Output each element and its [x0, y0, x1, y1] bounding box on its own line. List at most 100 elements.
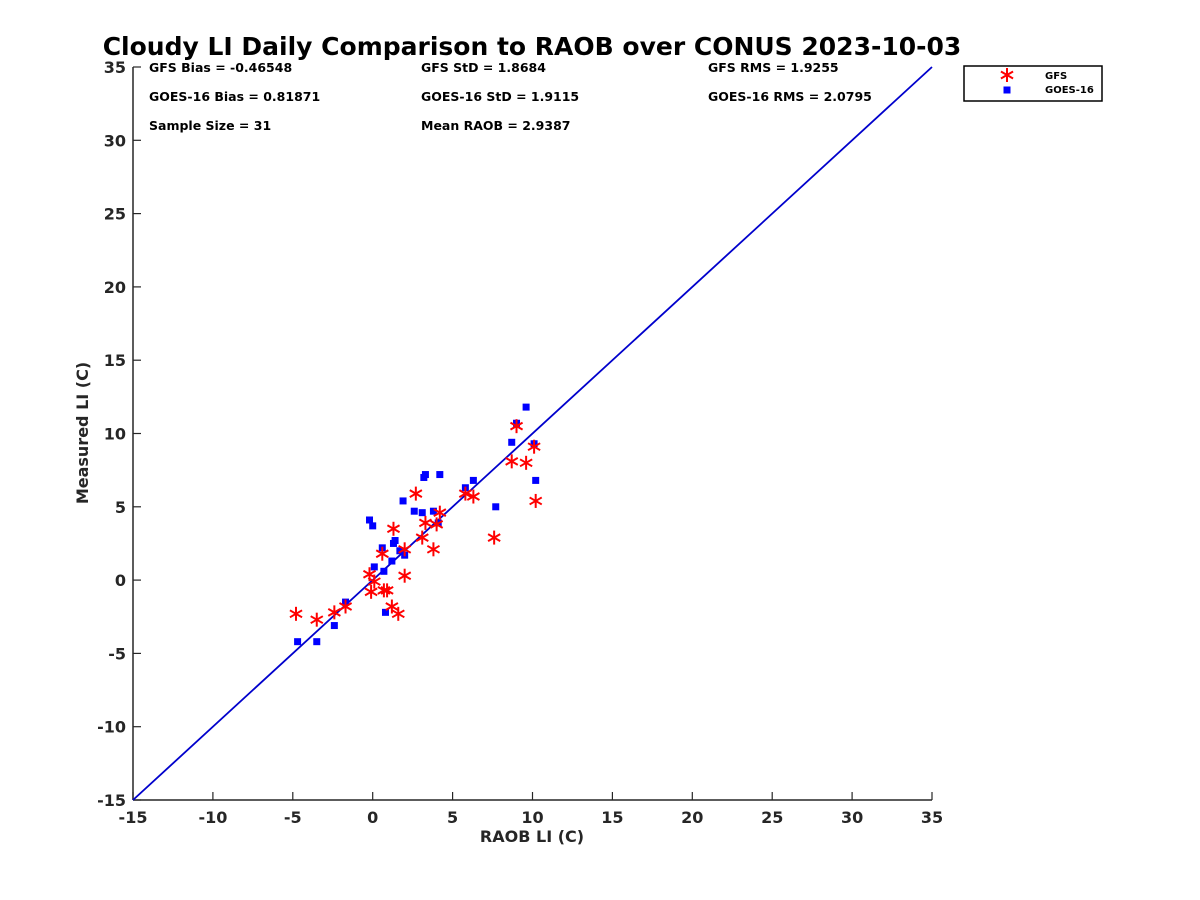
- gfs-point: [505, 454, 519, 469]
- asterisk-stroke: [398, 571, 412, 581]
- goes16-point: [532, 476, 540, 484]
- x-tick-label: -15: [119, 808, 148, 827]
- stat-text: GOES-16 RMS = 2.0795: [708, 89, 872, 104]
- goes16-point: [469, 476, 477, 484]
- asterisk-stroke: [398, 544, 412, 554]
- legend-goes16-marker: [1003, 86, 1011, 94]
- y-tick-label: 25: [104, 205, 126, 224]
- goes16-point: [508, 438, 516, 446]
- asterisk-stroke: [527, 442, 541, 452]
- x-tick-label: 30: [841, 808, 863, 827]
- chart-title: Cloudy LI Daily Comparison to RAOB over …: [103, 32, 962, 61]
- asterisk-stroke: [487, 533, 501, 542]
- asterisk-stroke: [367, 577, 381, 586]
- x-tick-label: 10: [521, 808, 543, 827]
- gfs-point: [398, 568, 412, 583]
- x-tick-label: 25: [761, 808, 783, 827]
- goes16-point: [330, 622, 338, 630]
- gfs-point: [418, 515, 432, 530]
- gfs-point: [433, 505, 447, 520]
- goes16-point: [410, 507, 418, 515]
- asterisk-stroke: [430, 520, 444, 529]
- stat-text: GOES-16 StD = 1.9115: [421, 89, 579, 104]
- asterisk-stroke: [458, 489, 472, 498]
- asterisk-stroke: [362, 569, 377, 579]
- gfs-point: [519, 455, 533, 470]
- goes16-point: [492, 503, 500, 511]
- gfs-point: [409, 486, 423, 501]
- x-tick-label: 0: [367, 808, 378, 827]
- asterisk-stroke: [386, 524, 401, 534]
- legend: GFS GOES-16: [963, 65, 1103, 102]
- asterisk-stroke: [505, 456, 519, 466]
- legend-gfs-label: GFS: [1045, 71, 1067, 82]
- y-tick-label: 15: [104, 351, 126, 370]
- asterisk-stroke: [375, 549, 389, 559]
- gfs-point: [398, 542, 412, 557]
- gfs-point: [386, 521, 401, 536]
- asterisk-stroke: [426, 544, 440, 554]
- goes16-point: [313, 638, 321, 646]
- asterisk-stroke: [529, 496, 543, 506]
- legend-goes16-label: GOES-16: [1045, 85, 1094, 96]
- stat-text: GOES-16 Bias = 0.81871: [149, 89, 320, 104]
- y-tick-label: -5: [108, 644, 126, 663]
- y-tick-label: 35: [104, 58, 126, 77]
- x-tick-label: 20: [681, 808, 703, 827]
- goes16-point: [391, 537, 399, 545]
- goes16-point: [381, 608, 389, 616]
- x-axis-label: RAOB LI (C): [480, 827, 584, 846]
- stat-text: Sample Size = 31: [149, 118, 271, 133]
- stat-text: GFS RMS = 1.9255: [708, 60, 839, 75]
- asterisk-stroke: [327, 607, 341, 617]
- axis-ticks: -15 -10 -5 0 5 10 15 20 25 30 35 -15 -10 -5 0 5 10 15 20 25…: [97, 58, 943, 827]
- legend-gfs-marker: [1000, 68, 1014, 82]
- goes16-point: [294, 638, 302, 646]
- goes16-point: [429, 507, 437, 515]
- asterisk-stroke: [310, 615, 324, 625]
- goes16-point: [396, 547, 404, 555]
- x-tick-label: -5: [284, 808, 302, 827]
- data-markers: [289, 403, 543, 646]
- gfs-point: [415, 530, 429, 545]
- goes16-point: [380, 567, 388, 575]
- gfs-point: [527, 439, 541, 454]
- goes16-point: [370, 563, 378, 571]
- goes16-point: [366, 516, 374, 524]
- gfs-point: [509, 419, 524, 434]
- y-tick-label: -15: [97, 791, 126, 810]
- plot-area: -15 -10 -5 0 5 10 15 20 25 30 35 -15 -10 -5 0 5 10 15 20 25…: [97, 58, 943, 827]
- asterisk-stroke: [433, 508, 447, 518]
- gfs-point: [426, 542, 440, 557]
- y-tick-label: 0: [115, 571, 126, 590]
- x-tick-label: 15: [601, 808, 623, 827]
- asterisk-stroke: [519, 458, 533, 468]
- goes16-point: [399, 497, 407, 505]
- x-tick-label: 5: [447, 808, 458, 827]
- gfs-point: [430, 517, 444, 532]
- x-tick-label: 35: [921, 808, 943, 827]
- goes16-point: [388, 557, 396, 565]
- y-axis-label: Measured LI (C): [73, 362, 92, 504]
- asterisk-stroke: [364, 587, 378, 597]
- asterisk-stroke: [466, 492, 480, 501]
- statistics-panel: GFS Bias = -0.46548 GFS StD = 1.8684 GFS R…: [149, 60, 872, 133]
- asterisk-stroke: [418, 518, 432, 528]
- gfs-point: [529, 493, 543, 508]
- gfs-point: [364, 584, 378, 599]
- gfs-point: [466, 489, 480, 504]
- asterisk-stroke: [338, 602, 353, 611]
- gfs-point: [367, 574, 381, 589]
- asterisk-stroke: [380, 585, 394, 595]
- y-tick-label: -10: [97, 718, 126, 737]
- x-tick-label: -10: [198, 808, 227, 827]
- stat-text: Mean RAOB = 2.9387: [421, 118, 570, 133]
- gfs-point: [458, 486, 472, 501]
- goes16-point: [436, 471, 444, 479]
- goes16-point: [522, 403, 530, 411]
- gfs-point: [289, 606, 303, 621]
- asterisk-stroke: [509, 421, 524, 431]
- y-tick-label: 30: [104, 131, 126, 150]
- asterisk-stroke: [1000, 70, 1014, 80]
